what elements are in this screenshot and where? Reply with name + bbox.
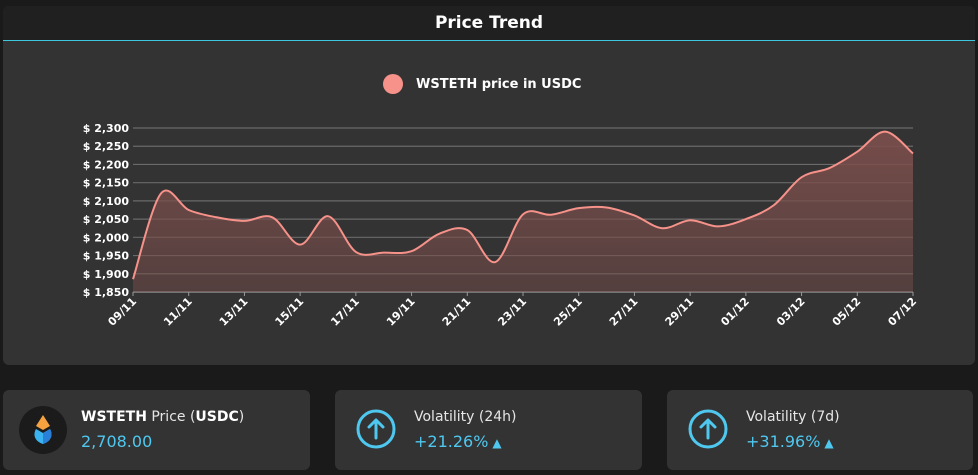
data-point[interactable] — [798, 173, 806, 181]
price-value: 2,708.00 — [81, 432, 153, 451]
x-tick-label: 21/11 — [440, 295, 474, 329]
x-tick-label: 01/12 — [718, 295, 752, 329]
y-tick-label: $ 1,900 — [83, 268, 130, 281]
data-point[interactable] — [881, 128, 889, 136]
y-tick-label: $ 1,850 — [83, 286, 130, 299]
data-point[interactable] — [853, 148, 861, 156]
data-point[interactable] — [742, 215, 750, 223]
x-tick-label: 13/11 — [217, 295, 251, 329]
data-point[interactable] — [770, 201, 778, 209]
y-tick-label: $ 2,100 — [83, 195, 130, 208]
up-triangle-icon: ▲ — [492, 436, 502, 450]
arrow-up-circle-icon — [688, 409, 728, 449]
data-point[interactable] — [380, 249, 388, 257]
legend-label: WSTETH price in USDC — [416, 77, 581, 92]
x-tick-label: 07/12 — [885, 295, 919, 329]
x-tick-label: 27/11 — [607, 295, 641, 329]
x-tick-label: 15/11 — [273, 295, 307, 329]
volatility-7d-value-wrap: +31.96% ▲ — [746, 432, 834, 451]
data-point[interactable] — [408, 247, 416, 255]
volatility-24h-card: Volatility (24h) +21.26% ▲ — [335, 390, 642, 470]
series-line — [132, 130, 914, 280]
volatility-24h-value: +21.26% — [414, 432, 489, 451]
legend[interactable]: WSTETH price in USDC — [383, 74, 581, 94]
y-tick-label: $ 2,300 — [83, 122, 130, 135]
legend-marker — [383, 74, 403, 94]
volatility-7d-card: Volatility (7d) +31.96% ▲ — [667, 390, 973, 470]
data-point[interactable] — [129, 275, 137, 283]
data-point[interactable] — [575, 204, 583, 212]
price-card: WSTETH Price (USDC) 2,708.00 — [3, 390, 310, 470]
data-point[interactable] — [185, 206, 193, 214]
data-point[interactable] — [240, 217, 248, 225]
data-point[interactable] — [658, 224, 666, 232]
volatility-24h-label: Volatility (24h) — [414, 409, 517, 425]
x-tick-label: 03/12 — [774, 295, 808, 329]
data-point[interactable] — [435, 230, 443, 238]
up-triangle-icon: ▲ — [824, 436, 834, 450]
data-point[interactable] — [603, 203, 611, 211]
data-point[interactable] — [324, 212, 332, 220]
panel-header: Price Trend — [3, 6, 975, 41]
x-tick-label: 05/12 — [830, 295, 864, 329]
x-tick-label: 29/11 — [663, 295, 697, 329]
data-point[interactable] — [157, 190, 165, 198]
data-point[interactable] — [909, 150, 917, 158]
data-point[interactable] — [686, 216, 694, 224]
price-label: WSTETH Price (USDC) — [81, 409, 244, 425]
price-label-mid: Price ( — [146, 409, 196, 425]
volatility-7d-label: Volatility (7d) — [746, 409, 840, 425]
price-trend-panel: Price Trend WSTETH price in USDC $ 1,850… — [3, 6, 975, 365]
volatility-24h-value-wrap: +21.26% ▲ — [414, 432, 502, 451]
y-tick-label: $ 2,250 — [83, 140, 130, 153]
x-tick-label: 11/11 — [161, 295, 195, 329]
x-tick-label: 25/11 — [551, 295, 585, 329]
y-tick-label: $ 1,950 — [83, 250, 130, 263]
y-tick-label: $ 2,000 — [83, 231, 130, 244]
data-point[interactable] — [491, 258, 499, 266]
data-point[interactable] — [630, 211, 638, 219]
data-point[interactable] — [213, 213, 221, 221]
data-point[interactable] — [296, 241, 304, 249]
data-point[interactable] — [268, 213, 276, 221]
x-tick-label: 23/11 — [495, 295, 529, 329]
price-label-unit: USDC — [195, 409, 239, 425]
x-tick-label: 19/11 — [384, 295, 418, 329]
data-point[interactable] — [825, 164, 833, 172]
data-point[interactable] — [519, 210, 527, 218]
panel-title: Price Trend — [434, 13, 544, 33]
data-point[interactable] — [547, 211, 555, 219]
y-tick-label: $ 2,150 — [83, 177, 130, 190]
y-tick-label: $ 2,050 — [83, 213, 130, 226]
data-point[interactable] — [714, 222, 722, 230]
wsteth-logo — [19, 406, 67, 454]
price-label-end: ) — [238, 409, 245, 425]
x-tick-label: 17/11 — [328, 295, 362, 329]
price-label-token: WSTETH — [81, 409, 147, 425]
area-fill — [133, 131, 913, 292]
y-tick-label: $ 2,200 — [83, 158, 130, 171]
volatility-7d-value: +31.96% — [746, 432, 821, 451]
arrow-up-circle-icon — [356, 409, 396, 449]
price-chart: WSTETH price in USDC $ 1,850 $ 1,900 $ 1,9… — [83, 74, 919, 329]
data-point[interactable] — [352, 248, 360, 256]
x-tick-label: 09/11 — [105, 295, 139, 329]
data-point[interactable] — [463, 226, 471, 234]
